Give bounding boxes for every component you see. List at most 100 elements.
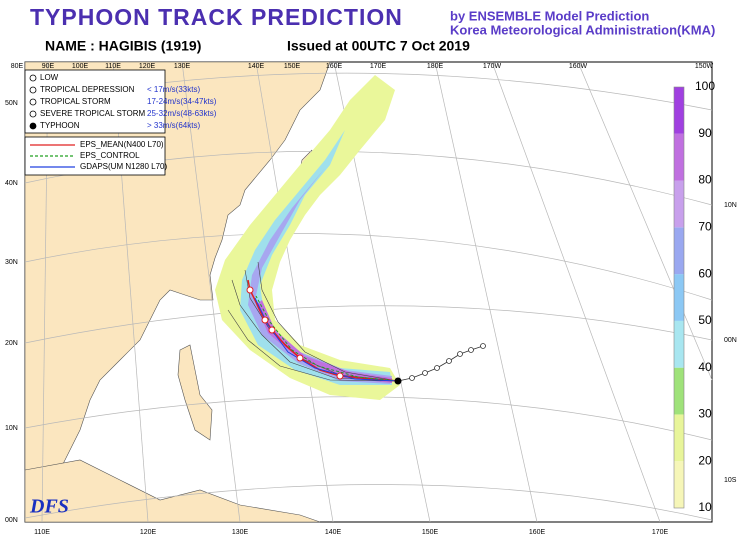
- issued: Issued at 00UTC 7 Oct 2019: [287, 38, 470, 54]
- colorbar-segment: [674, 227, 684, 275]
- colorbar: 10 20 30 40 50 60 70 80 90 100: [673, 79, 715, 514]
- lon-label: 110E: [105, 63, 121, 70]
- colorbar-segment: [674, 414, 684, 462]
- legend-model: GDAPS(UM N1280 L70): [80, 162, 167, 171]
- lon-label: 140E: [325, 529, 342, 536]
- lon-label: 130E: [232, 529, 249, 536]
- legend-speed: 25-32m/s(48-63kts): [147, 109, 217, 118]
- lon-label: 120E: [140, 529, 157, 536]
- lon-label: 150E: [284, 63, 301, 70]
- lat-label: 00N: [5, 517, 18, 524]
- lon-label: 160E: [326, 63, 343, 70]
- lon-label: 130E: [174, 63, 191, 70]
- legend-symbol: [29, 98, 37, 106]
- legend-symbol: [29, 86, 37, 94]
- track-marker: [296, 354, 304, 362]
- legend-label: SEVERE TROPICAL STORM: [40, 109, 146, 118]
- legend-label: LOW: [40, 73, 59, 82]
- colorbar-label: 20: [698, 453, 712, 467]
- legend-symbol: [29, 74, 37, 82]
- past-marker: [409, 375, 415, 381]
- lon-label: 160W: [569, 63, 588, 70]
- past-marker: [480, 343, 486, 349]
- colorbar-label: 50: [698, 313, 712, 327]
- grid-line: [491, 61, 661, 523]
- member-track: [227, 309, 399, 382]
- storm-name: NAME : HAGIBIS (1919): [45, 38, 201, 54]
- colorbar-label: 70: [698, 220, 712, 234]
- colorbar-label: 30: [698, 407, 712, 421]
- legend-speed: > 33m/s(64kts): [147, 121, 200, 130]
- track-marker: [246, 286, 254, 294]
- past-markers: [409, 343, 486, 381]
- track-marker: [336, 372, 344, 380]
- logo: DFS: [29, 496, 69, 518]
- legend-label: TROPICAL DEPRESSION: [40, 85, 135, 94]
- intensity-legend: [24, 69, 166, 134]
- legend: LOW TROPICAL DEPRESSION < 17m/s(33kts) TROP…: [29, 73, 217, 171]
- swath-max: [256, 300, 392, 383]
- lon-label: 150E: [422, 529, 439, 536]
- colorbar-segment: [674, 274, 684, 321]
- grid-line: [24, 233, 713, 301]
- lat-label: 30N: [5, 259, 18, 266]
- lon-label: 120E: [139, 63, 156, 70]
- swath-mid: [240, 130, 392, 385]
- legend-symbol: [29, 122, 37, 130]
- lon-label: 170W: [483, 63, 502, 70]
- past-marker: [422, 370, 428, 376]
- member-track: [231, 279, 399, 382]
- legend-label: TYPHOON: [40, 121, 80, 130]
- lon-label: 80E: [11, 63, 24, 70]
- colorbar-label: 80: [698, 173, 712, 187]
- grid-line: [255, 61, 334, 523]
- grid-line: [24, 305, 713, 344]
- eps-control-track: [255, 295, 399, 382]
- grid-line: [434, 61, 538, 523]
- lat-label: 00N: [724, 337, 737, 344]
- legend-label: TROPICAL STORM: [40, 97, 111, 106]
- lon-label: 140E: [248, 63, 265, 70]
- lon-label: 170E: [652, 529, 669, 536]
- lat-label: 10S: [724, 477, 737, 484]
- grid-line: [577, 61, 713, 381]
- lat-label: 10N: [724, 202, 737, 209]
- track-markers: [246, 286, 344, 380]
- lon-label: 180E: [427, 63, 444, 70]
- colorbar-label: 60: [698, 266, 712, 280]
- legend-symbol: [29, 110, 37, 118]
- colorbar-label: 40: [698, 360, 712, 374]
- lon-label: 90E: [42, 63, 55, 70]
- track-marker: [261, 316, 269, 324]
- lon-label: 110E: [34, 529, 50, 536]
- legend-model: EPS_MEAN(N400 L70): [80, 140, 164, 149]
- track-marker: [268, 326, 276, 334]
- current-position: [394, 377, 402, 385]
- legend-model: EPS_CONTROL: [80, 151, 140, 160]
- swath-high: [248, 168, 392, 384]
- past-marker: [446, 358, 452, 364]
- member-track: [257, 261, 399, 382]
- past-marker: [457, 351, 463, 357]
- indonesia: [24, 459, 321, 523]
- past-marker: [468, 347, 474, 353]
- grid-line: [181, 61, 241, 523]
- org-line: Korea Meteorological Administration(KMA): [450, 22, 715, 37]
- lon-label: 100E: [72, 63, 89, 70]
- colorbar-label: 10: [698, 500, 712, 514]
- lat-label: 50N: [5, 100, 18, 107]
- legend-speed: 17-24m/s(34-47kts): [147, 97, 217, 106]
- colorbar-label: 100: [695, 79, 715, 93]
- colorbar-segment: [674, 87, 684, 134]
- colorbar-label: 90: [698, 126, 712, 140]
- philippines: [177, 344, 213, 441]
- org-line: by ENSEMBLE Model Prediction: [450, 8, 649, 23]
- legend-speed: < 17m/s(33kts): [147, 85, 200, 94]
- lat-label: 40N: [5, 180, 18, 187]
- lon-label: 160E: [529, 529, 546, 536]
- title: TYPHOON TRACK PREDICTION: [30, 4, 403, 30]
- lon-label: 170E: [370, 63, 387, 70]
- grid-line: [24, 484, 713, 521]
- past-marker: [434, 365, 440, 371]
